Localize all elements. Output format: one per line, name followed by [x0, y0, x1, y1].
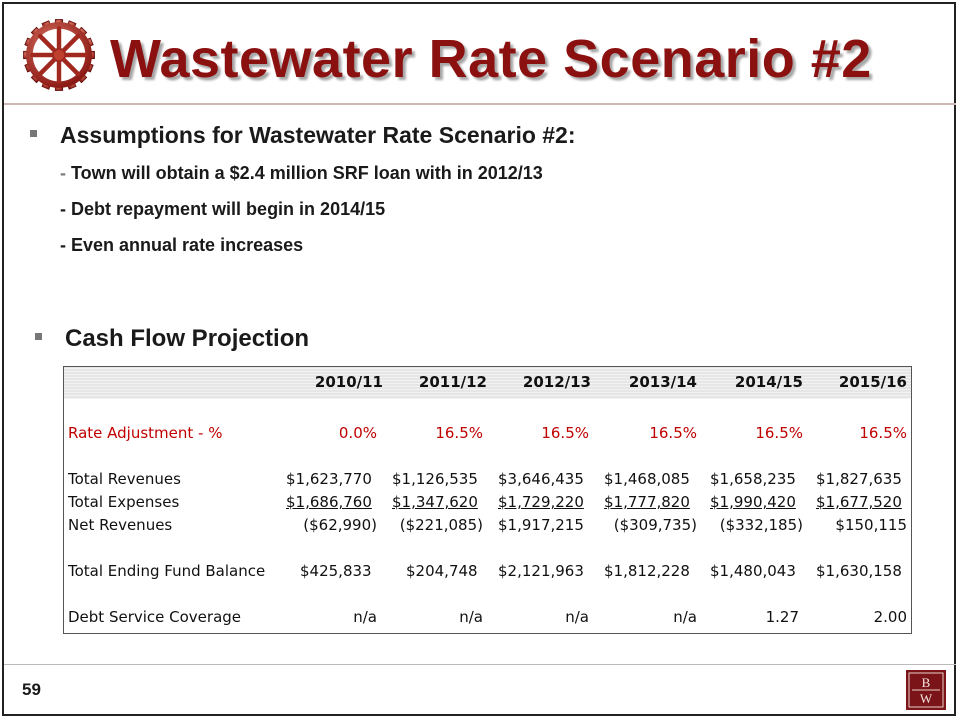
table-cell: 16.5% [859, 424, 907, 442]
table-cell: ($332,185) [719, 516, 803, 534]
assumption-item: - Debt repayment will begin in 2014/15 [60, 199, 385, 220]
table-row: Total Ending Fund Balance $425,833 $204,… [64, 562, 911, 584]
column-header: 2013/14 [628, 373, 697, 391]
column-header: 2010/11 [314, 373, 383, 391]
page-number: 59 [22, 680, 41, 699]
table-cell: 0.0% [338, 424, 377, 442]
table-cell: $1,686,760 [286, 493, 372, 511]
footer-divider [4, 664, 956, 665]
table-cell: $1,658,235 [710, 470, 796, 488]
table-cell: n/a [353, 608, 377, 626]
row-label: Total Ending Fund Balance [68, 562, 266, 580]
table-row: Rate Adjustment - % 0.0% 16.5% 16.5% 16.… [64, 424, 911, 446]
table-cell: 16.5% [435, 424, 483, 442]
row-label: Total Expenses [68, 493, 180, 511]
assumption-dash: - [60, 199, 66, 219]
table-header-row: 2010/11 2011/12 2012/13 2013/14 2014/15 … [64, 373, 911, 395]
table-cell: n/a [459, 608, 483, 626]
slide-title: Wastewater Rate Scenario #2 [110, 29, 872, 89]
table-cell: $1,729,220 [498, 493, 584, 511]
table-cell: 16.5% [649, 424, 697, 442]
column-header: 2011/12 [418, 373, 487, 391]
assumptions-heading: Assumptions for Wastewater Rate Scenario… [60, 122, 576, 148]
title-divider [4, 103, 956, 105]
assumption-dash: - [60, 235, 66, 255]
assumption-text: Town will obtain a $2.4 million SRF loan… [71, 163, 543, 183]
table-cell: ($309,735) [613, 516, 697, 534]
column-header: 2015/16 [838, 373, 907, 391]
table-cell: 16.5% [541, 424, 589, 442]
table-cell: ($62,990) [303, 516, 377, 534]
table-cell: $1,347,620 [392, 493, 478, 511]
column-header: 2014/15 [734, 373, 803, 391]
bw-logo-icon: B W [906, 670, 946, 710]
bullet-icon [30, 130, 37, 137]
bw-logo-letter: B [922, 675, 931, 690]
column-header: 2012/13 [522, 373, 591, 391]
assumption-text: Debt repayment will begin in 2014/15 [71, 199, 386, 219]
table-cell: ($221,085) [399, 516, 483, 534]
row-label: Net Revenues [68, 516, 173, 534]
table-cell: $1,126,535 [392, 470, 478, 488]
table-cell: $3,646,435 [498, 470, 584, 488]
table-cell: $1,630,158 [816, 562, 902, 580]
table-cell: $1,777,820 [604, 493, 690, 511]
table-row: Net Revenues ($62,990) ($221,085) $1,917… [64, 516, 911, 538]
table-cell: $2,121,963 [498, 562, 584, 580]
table-cell: n/a [673, 608, 697, 626]
table-row: Total Revenues $1,623,770 $1,126,535 $3,… [64, 470, 911, 492]
row-label: Total Revenues [68, 470, 181, 488]
table-cell: 16.5% [755, 424, 803, 442]
table-cell: $1,677,520 [816, 493, 902, 511]
table-row: Debt Service Coverage n/a n/a n/a n/a 1.… [64, 608, 911, 630]
table-cell: $1,468,085 [604, 470, 690, 488]
table-cell: n/a [565, 608, 589, 626]
table-cell: $204,748 [406, 562, 478, 580]
table-cell: 1.27 [765, 608, 799, 626]
table-row: Total Expenses $1,686,760 $1,347,620 $1,… [64, 493, 911, 515]
assumption-item: - Town will obtain a $2.4 million SRF lo… [60, 163, 543, 184]
table-cell: $1,812,228 [604, 562, 690, 580]
cash-flow-heading: Cash Flow Projection [65, 325, 310, 352]
table-cell: $1,827,635 [816, 470, 902, 488]
row-label: Rate Adjustment - % [68, 424, 223, 442]
table-cell: 2.00 [873, 608, 907, 626]
table-cell: $1,917,215 [498, 516, 584, 534]
bw-logo-letter: W [920, 691, 933, 706]
table-header-band [64, 367, 911, 399]
assumption-text: Even annual rate increases [71, 235, 304, 255]
table-cell: $1,990,420 [710, 493, 796, 511]
assumption-dash: - [60, 163, 66, 183]
row-label: Debt Service Coverage [68, 608, 242, 626]
cash-flow-table: 2010/11 2011/12 2012/13 2013/14 2014/15 … [63, 366, 912, 634]
table-cell: $1,480,043 [710, 562, 796, 580]
gear-wheel-icon [23, 19, 95, 91]
table-cell: $150,115 [835, 516, 907, 534]
table-cell: $1,623,770 [286, 470, 372, 488]
bullet-icon [35, 333, 42, 340]
table-cell: $425,833 [300, 562, 372, 580]
assumption-item: - Even annual rate increases [60, 235, 303, 256]
